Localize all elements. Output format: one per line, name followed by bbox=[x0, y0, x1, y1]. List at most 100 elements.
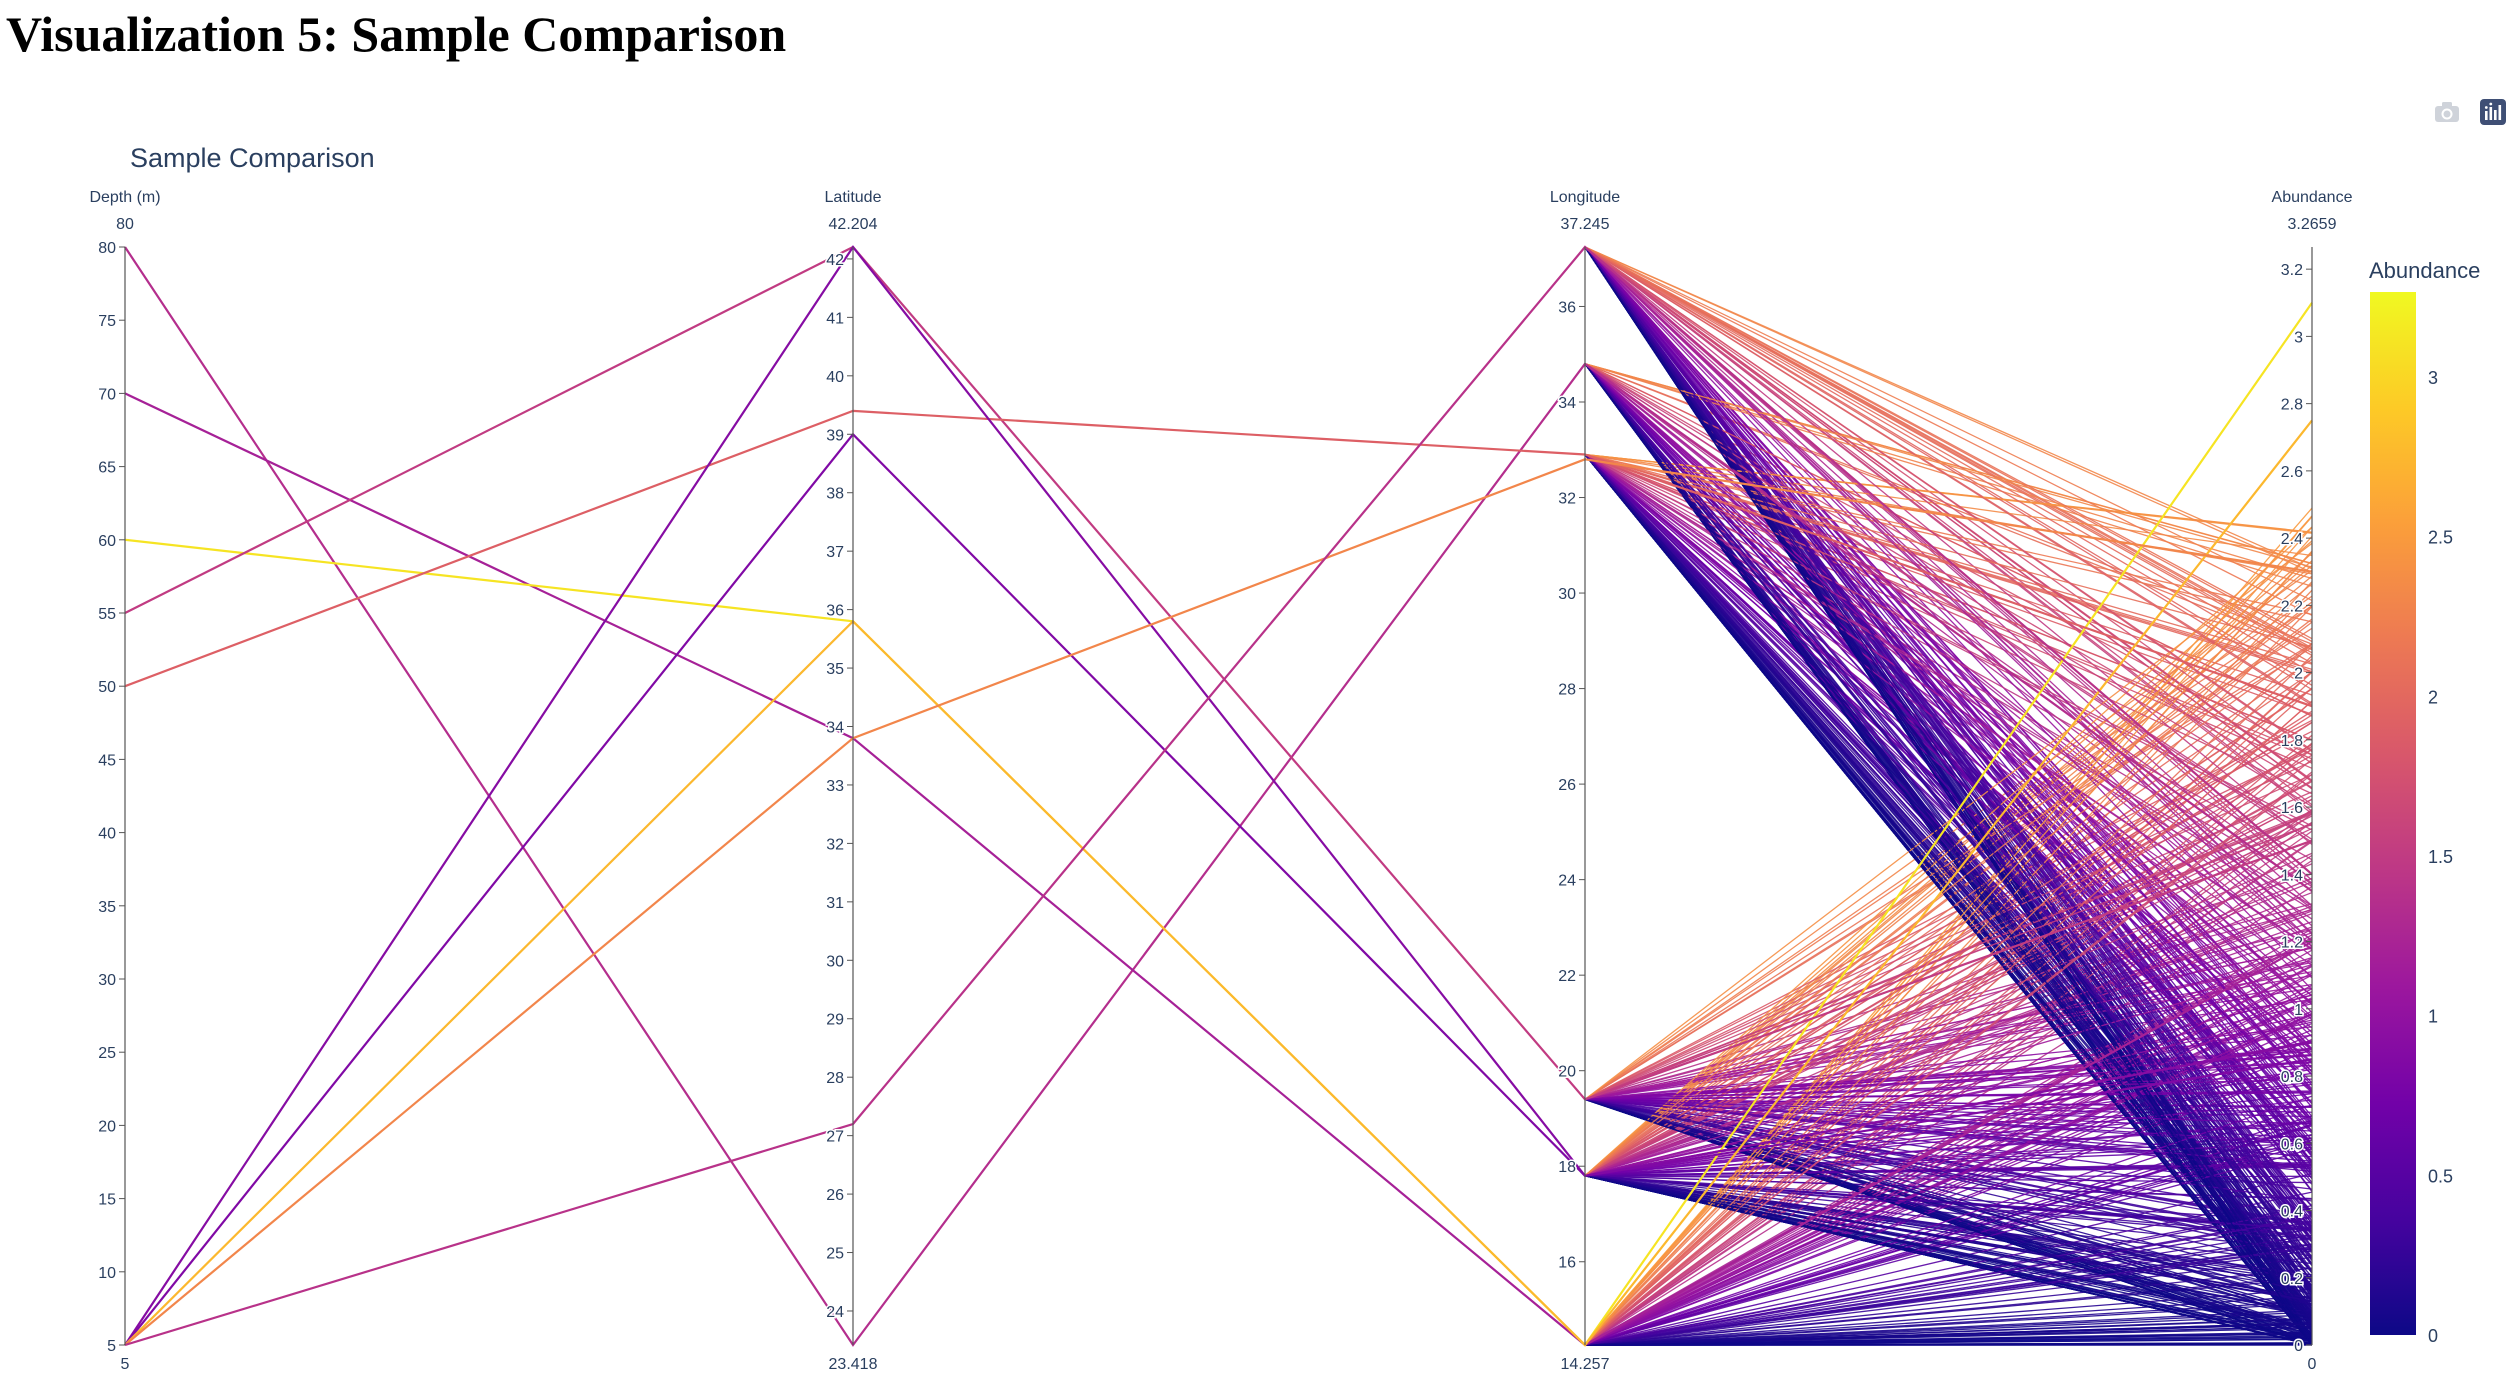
plotly-logo-button[interactable] bbox=[2477, 96, 2509, 128]
tick-label: 26 bbox=[826, 1187, 844, 1204]
bulk-line bbox=[1584, 774, 2313, 1100]
bulk-line bbox=[1584, 453, 2313, 920]
bulk-line bbox=[1584, 810, 2313, 1177]
sample-line bbox=[124, 245, 2313, 1346]
bulk-line bbox=[1584, 246, 2313, 1323]
camera-icon bbox=[2435, 102, 2459, 122]
axis-2[interactable]: Longitude 37.245 14.257 16 18 20 22 24 26 28 30 32 3… bbox=[1550, 189, 1620, 1373]
bulk-line bbox=[1584, 363, 2313, 568]
bulk-line bbox=[1584, 363, 2313, 1325]
bulk-line bbox=[1584, 363, 2313, 947]
bulk-line bbox=[1584, 454, 2313, 1003]
colorbar-gradient bbox=[2370, 292, 2416, 1335]
tick-label: 3 bbox=[2294, 329, 2303, 346]
colorbar-tick-label: 2 bbox=[2428, 687, 2438, 707]
tick-label: 31 bbox=[826, 895, 844, 912]
bulk-line bbox=[1584, 821, 2313, 1346]
tick-label: 60 bbox=[98, 533, 116, 550]
tick-label: 36 bbox=[826, 603, 844, 620]
colorbar-tick-label: 1 bbox=[2428, 1007, 2438, 1027]
tick-label: 33 bbox=[826, 778, 844, 795]
colorbar-tick-label: 0 bbox=[2428, 1326, 2438, 1346]
axis-title: Latitude bbox=[825, 189, 882, 206]
bulk-line bbox=[1584, 516, 2313, 1346]
bulk-line bbox=[1584, 627, 2313, 1100]
bulk-line bbox=[1584, 1098, 2313, 1295]
tick-label: 2.8 bbox=[2281, 397, 2303, 414]
tick-label: 25 bbox=[826, 1246, 844, 1263]
bulk-line bbox=[1584, 363, 2313, 941]
tick-label: 50 bbox=[98, 679, 116, 696]
bulk-line bbox=[1584, 363, 2313, 1213]
bulk-line bbox=[1584, 1175, 2313, 1318]
axis-3[interactable]: Abundance 3.2659 00 0.2 0.4 0.6 0.8 1 1.2 1.4 1.6 1… bbox=[2272, 189, 2353, 1373]
bulk-line bbox=[1584, 1175, 2313, 1329]
colorbar-title: Abundance bbox=[2369, 258, 2480, 283]
tick-label: 30 bbox=[1558, 586, 1576, 603]
bulk-line bbox=[1584, 1221, 2313, 1346]
bulk-line bbox=[1584, 454, 2313, 1287]
bulk-line bbox=[1584, 363, 2313, 884]
tick-label: 35 bbox=[98, 899, 116, 916]
highlighted-lines bbox=[124, 245, 2313, 1347]
tick-label: 2.6 bbox=[2281, 464, 2303, 481]
bulk-line bbox=[1584, 363, 2313, 1234]
bulk-line bbox=[1584, 998, 2313, 1346]
tick-label: 37 bbox=[826, 544, 844, 561]
bulk-line bbox=[1584, 1081, 2313, 1177]
bulk-line bbox=[1584, 1098, 2313, 1108]
bulk-line bbox=[1584, 363, 2313, 1266]
axis-0[interactable]: Depth (m) 80 55 10 15 20 25 30 35 40 45 50 55 60 65 70 7… bbox=[89, 189, 160, 1373]
bulk-line bbox=[1584, 453, 2313, 616]
bulk-line bbox=[1584, 363, 2313, 1302]
bulk-line bbox=[1584, 1175, 2313, 1302]
bulk-line bbox=[1584, 246, 2313, 1132]
bulk-line bbox=[1584, 363, 2313, 1309]
bulk-line bbox=[1584, 1309, 2313, 1346]
tick-label: 20 bbox=[98, 1118, 116, 1135]
bulk-line bbox=[1584, 454, 2313, 1162]
bulk-line bbox=[1584, 535, 2313, 1346]
axis-max-label: 3.2659 bbox=[2288, 216, 2337, 233]
axis-1[interactable]: Latitude 42.204 23.418 24 25 26 27 28 29 30 31 32 33… bbox=[825, 189, 882, 1373]
bulk-line bbox=[1584, 246, 2313, 1307]
colorbar-tick-label: 1.5 bbox=[2428, 847, 2453, 867]
bulk-line bbox=[1584, 974, 2313, 1100]
bulk-line bbox=[1584, 363, 2313, 843]
bulk-line bbox=[1584, 965, 2313, 1346]
bulk-line bbox=[1584, 891, 2313, 1177]
chart-title: Sample Comparison bbox=[130, 143, 375, 173]
bulk-line bbox=[1584, 1246, 2313, 1346]
bulk-line bbox=[1584, 246, 2313, 1215]
bulk-line bbox=[1584, 742, 2313, 1346]
axis-min-label: 14.257 bbox=[1561, 1356, 1610, 1373]
bulk-line bbox=[1584, 453, 2313, 911]
axis-max-label: 37.245 bbox=[1561, 216, 1610, 233]
tick-label: 41 bbox=[826, 310, 844, 327]
tick-label: 80 bbox=[98, 240, 116, 257]
tick-label: 0.4 bbox=[2281, 1204, 2303, 1221]
bulk-line bbox=[1584, 1207, 2313, 1346]
bulk-line bbox=[1584, 1137, 2313, 1346]
download-png-button[interactable] bbox=[2431, 96, 2463, 128]
bulk-line bbox=[1584, 454, 2313, 1092]
tick-label: 38 bbox=[826, 486, 844, 503]
tick-label: 36 bbox=[1558, 299, 1576, 316]
bulk-line bbox=[1584, 1267, 2313, 1346]
bulk-line bbox=[1584, 246, 2313, 706]
bulk-line bbox=[1584, 1175, 2313, 1231]
bulk-line bbox=[1584, 246, 2313, 781]
bulk-line bbox=[1584, 1098, 2313, 1305]
tick-label: 45 bbox=[98, 752, 116, 769]
bulk-line bbox=[1584, 363, 2313, 1340]
bulk-line bbox=[1584, 246, 2313, 751]
tick-label: 2.4 bbox=[2281, 531, 2303, 548]
bulk-line bbox=[1584, 852, 2313, 1177]
tick-label: 15 bbox=[98, 1192, 116, 1209]
bulk-line bbox=[1584, 246, 2313, 1090]
bulk-line bbox=[1584, 246, 2313, 934]
bulk-line bbox=[1584, 1120, 2313, 1177]
bulk-line bbox=[1584, 1098, 2313, 1339]
bulk-line bbox=[1584, 1228, 2313, 1346]
bulk-line bbox=[1584, 454, 2313, 1134]
